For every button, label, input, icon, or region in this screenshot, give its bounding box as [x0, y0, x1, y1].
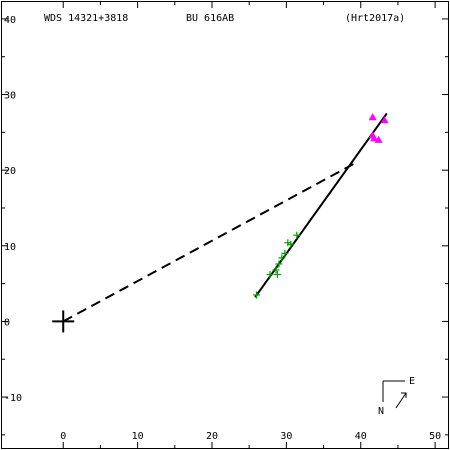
- compass-north-label: N: [378, 406, 384, 417]
- x-tick-label: 0: [60, 431, 66, 442]
- observation-plus: [281, 249, 289, 257]
- observation-triangle: [380, 116, 389, 124]
- x-tick-label: 20: [206, 431, 218, 442]
- y-tick-label: 40: [4, 15, 16, 26]
- compass-east-label: E: [409, 376, 415, 387]
- discoverer-label: BU 616AB: [186, 13, 234, 24]
- observation-plus: [293, 231, 301, 239]
- observation-plus: [275, 260, 283, 268]
- y-tick-label: 10: [4, 242, 16, 253]
- x-axis-ticks: 0 10 20 30 40 50: [60, 1, 441, 449]
- observation-triangle: [374, 135, 383, 143]
- observation-plus: [266, 271, 274, 279]
- observation-plus: [272, 266, 280, 274]
- y-tick-label: 30: [4, 91, 16, 102]
- observation-plus: [253, 291, 261, 299]
- x-tick-label: 30: [280, 431, 292, 442]
- orbit-line: [254, 112, 388, 298]
- chart-points: [253, 113, 389, 299]
- y-tick-label: 0: [4, 317, 10, 328]
- x-tick-label: 10: [132, 431, 144, 442]
- y-axis-ticks: -10 0 10 20 30 40: [1, 15, 449, 436]
- compass-icon: E N: [378, 376, 415, 417]
- wds-id-label: WDS 14321+3818: [44, 13, 128, 24]
- primary-star-group: [52, 310, 75, 333]
- y-tick-label: -10: [4, 393, 22, 404]
- chart-lines: [62, 112, 388, 323]
- observation-plus: [273, 271, 281, 279]
- observation-plus: [287, 240, 295, 248]
- dashed-line: [62, 163, 354, 323]
- observation-plus: [278, 254, 286, 262]
- y-tick-label: 20: [4, 166, 16, 177]
- observation-triangle: [368, 131, 377, 139]
- reference-label: (Hrt2017a): [345, 13, 405, 24]
- x-tick-label: 40: [355, 431, 367, 442]
- observation-plus: [284, 239, 292, 247]
- x-tick-label: 50: [429, 431, 441, 442]
- observation-triangle: [368, 113, 377, 121]
